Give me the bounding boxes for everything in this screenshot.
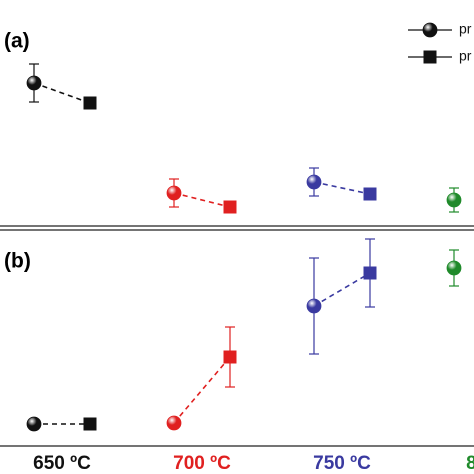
panel-label: (a)	[4, 30, 30, 53]
legend-label: pr	[459, 21, 472, 37]
marker-square	[223, 200, 237, 214]
marker-circle	[306, 298, 322, 314]
marker-circle	[166, 185, 182, 201]
x-tick-label: 750 ºC	[313, 453, 371, 474]
marker-square	[83, 417, 97, 431]
connector	[313, 181, 371, 195]
x-tick-label: 650 ºC	[33, 453, 91, 474]
x-tick-label: 700 ºC	[173, 453, 231, 474]
marker-square	[83, 96, 97, 110]
marker-circle	[166, 415, 182, 431]
marker-circle	[26, 416, 42, 432]
legend-marker	[422, 22, 438, 38]
marker-square	[363, 266, 377, 280]
marker-square	[223, 350, 237, 364]
marker-square	[363, 187, 377, 201]
legend-marker	[423, 50, 437, 64]
marker-circle	[446, 192, 462, 208]
legend-label: pr	[459, 48, 472, 64]
connector	[33, 82, 91, 104]
x-tick-label: 800	[466, 453, 474, 474]
connector	[313, 272, 371, 307]
marker-circle	[26, 75, 42, 91]
marker-circle	[446, 260, 462, 276]
connector	[173, 192, 231, 208]
marker-circle	[306, 174, 322, 190]
connector	[173, 356, 231, 424]
panel-label: (b)	[4, 250, 31, 273]
